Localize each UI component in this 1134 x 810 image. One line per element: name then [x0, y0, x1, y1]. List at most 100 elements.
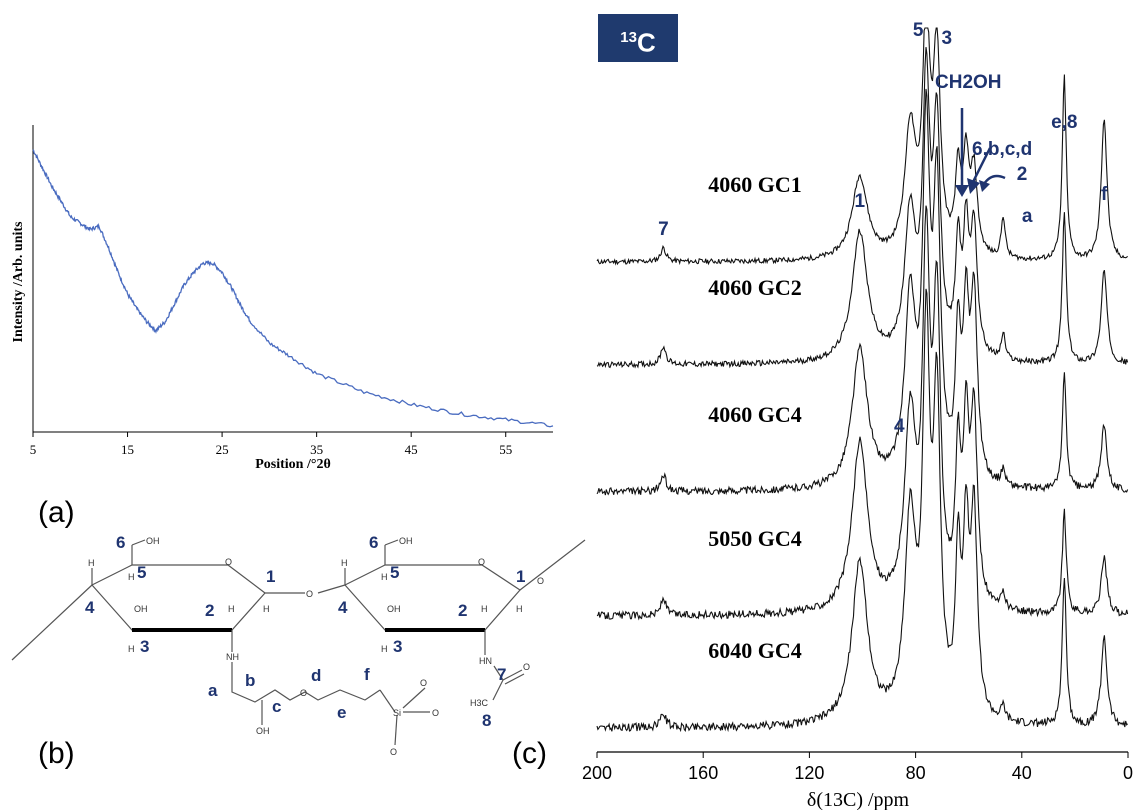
- c2-curved-arrow: [982, 174, 1006, 185]
- site-2-ring2: 2: [458, 601, 467, 620]
- nmr-x-label: δ(13C) /ppm: [807, 789, 910, 810]
- nmr-series-label: 4060 GC1: [708, 172, 802, 197]
- nmr-tick-label: 120: [794, 763, 824, 783]
- atom-o-si-2: O: [432, 708, 439, 718]
- nmr-spectrum-trace: [596, 205, 1129, 621]
- atom-oh-1: OH: [146, 536, 160, 546]
- group-label: 6,b,c,d: [972, 139, 1032, 160]
- site-5-ring2: 5: [390, 563, 399, 582]
- xrd-tick-label: 25: [216, 442, 229, 457]
- panel-label-c: (c): [512, 737, 547, 770]
- nmr-peak-label: 7: [658, 219, 669, 240]
- badge-element: C: [636, 27, 656, 58]
- atom-nh: NH: [226, 652, 239, 662]
- panel-label-b: (b): [38, 737, 75, 770]
- atom-ch3: H3C: [470, 698, 489, 708]
- side-chain-bonds: [231, 662, 381, 703]
- atom-o-ring2: O: [478, 557, 485, 567]
- group-arrowhead: [967, 178, 980, 194]
- badge-isotope: 13: [620, 29, 637, 46]
- atom-o-glycosidic: O: [306, 589, 313, 599]
- atom-h-c2-ring2: H: [481, 604, 488, 614]
- xrd-tick-label: 35: [310, 442, 323, 457]
- site-1-ring1: 1: [266, 567, 275, 586]
- ch2oh-arrowhead: [955, 185, 969, 197]
- structure-labels: OH OH O O O O OH OH H H H H H H H H H H …: [88, 536, 544, 757]
- nmr-spectrum-trace: [596, 47, 1129, 369]
- ch2oh-label: CH2OH: [935, 72, 1002, 93]
- nmr-spectrum-trace: [596, 288, 1129, 733]
- side-e: e: [337, 703, 346, 722]
- c2-arrowhead: [979, 180, 990, 192]
- atom-o-si-3: O: [390, 747, 397, 757]
- bond-si-o1: [402, 687, 426, 709]
- nmr-peak-label: 5: [913, 20, 924, 41]
- atom-h-c4-ring2: H: [341, 558, 348, 568]
- atom-h-c3-ring1: H: [128, 644, 135, 654]
- site-6-ring2: 6: [369, 533, 378, 552]
- nmr-peak-label: e,8: [1051, 112, 1077, 133]
- nmr-traces: 4060 GC1 4060 GC2 4060 GC4 5050 GC4 6040 GC4: [596, 27, 1129, 733]
- nmr-peak-label: 2: [1017, 164, 1028, 185]
- atom-h-c4-ring1: H: [88, 558, 95, 568]
- nmr-ticks: 200 160 120 80 40 0: [582, 752, 1133, 783]
- structure-panel: [11, 539, 586, 746]
- xrd-tick-label: 55: [499, 442, 512, 457]
- side-d: d: [311, 666, 321, 685]
- nmr-spectrum-trace: [596, 27, 1128, 266]
- xrd-x-label: Position /°2θ: [255, 457, 331, 472]
- structure-site-numbers: 6 5 4 3 2 1 6 5 4 3 2 1 7 8 a b c d e f: [85, 533, 525, 730]
- nmr-peak-label: 1: [855, 191, 866, 212]
- side-f: f: [364, 665, 370, 684]
- group-arrow: [971, 147, 992, 183]
- nmr-panel: 200 160 120 80 40 0 4060 GC1 4060 GC2 4060 GC4 5…: [512, 20, 1133, 810]
- nmr-series-label: 4060 GC2: [708, 275, 802, 300]
- atom-h-c5-ring1: H: [128, 572, 135, 582]
- atom-oh-side: OH: [256, 726, 270, 736]
- nmr-peak-label: 4: [894, 416, 905, 437]
- nmr-peak-labels: 7 1 4 5 3 2 a e,8 f: [658, 20, 1108, 437]
- atom-oh-2: OH: [399, 536, 413, 546]
- bond-c6-oh-ring2: [384, 539, 399, 546]
- xrd-ticks: 5 15 25 35 45 55: [30, 432, 512, 457]
- ring-2: [344, 564, 521, 631]
- atom-o-carbonyl: O: [523, 662, 530, 672]
- xrd-panel: 5 15 25 35 45 55 Position /°2θ Intensity /Arb…: [11, 125, 554, 529]
- atom-h-c1-ring1: H: [263, 604, 270, 614]
- site-5-ring1: 5: [137, 563, 146, 582]
- site-6-ring1: 6: [116, 533, 125, 552]
- nmr-spectrum-trace: [596, 88, 1129, 496]
- bond-c7-o-double: [504, 673, 525, 685]
- atom-o-si-1: O: [420, 678, 427, 688]
- nmr-series-label: 5050 GC4: [708, 526, 802, 551]
- atom-h-c5-ring2: H: [381, 572, 388, 582]
- atom-oh-c3-ring1: OH: [134, 604, 148, 614]
- nmr-peak-label: a: [1022, 206, 1033, 227]
- bond-si-o3: [394, 714, 398, 746]
- bond-c7-c8: [492, 679, 504, 701]
- bond-nh-c7: [493, 665, 504, 681]
- chain-bond-right: [519, 539, 586, 591]
- atom-o-ether: O: [300, 688, 307, 698]
- bond-c7-o: [502, 669, 523, 681]
- nmr-tick-label: 160: [688, 763, 718, 783]
- site-4-ring2: 4: [338, 598, 348, 617]
- atom-oh-c3-ring2: OH: [387, 604, 401, 614]
- nmr-tick-label: 80: [906, 763, 926, 783]
- atom-h-c2-ring1: H: [228, 604, 235, 614]
- xrd-curve: [32, 149, 554, 428]
- site-4-ring1: 4: [85, 598, 95, 617]
- atom-hn: HN: [479, 656, 492, 666]
- side-a: a: [208, 681, 218, 700]
- site-8: 8: [482, 711, 491, 730]
- site-3-ring2: 3: [393, 637, 402, 656]
- atom-h-c1-ring2: H: [516, 604, 523, 614]
- nmr-series-label: 4060 GC4: [708, 402, 802, 427]
- site-2-ring1: 2: [205, 601, 214, 620]
- panel-label-a: (a): [38, 496, 75, 529]
- nmr-peak-label: 3: [942, 28, 953, 49]
- glycosidic-bond-right: [317, 584, 346, 594]
- nmr-peak-label: f: [1101, 184, 1108, 205]
- nmr-tick-label: 40: [1012, 763, 1032, 783]
